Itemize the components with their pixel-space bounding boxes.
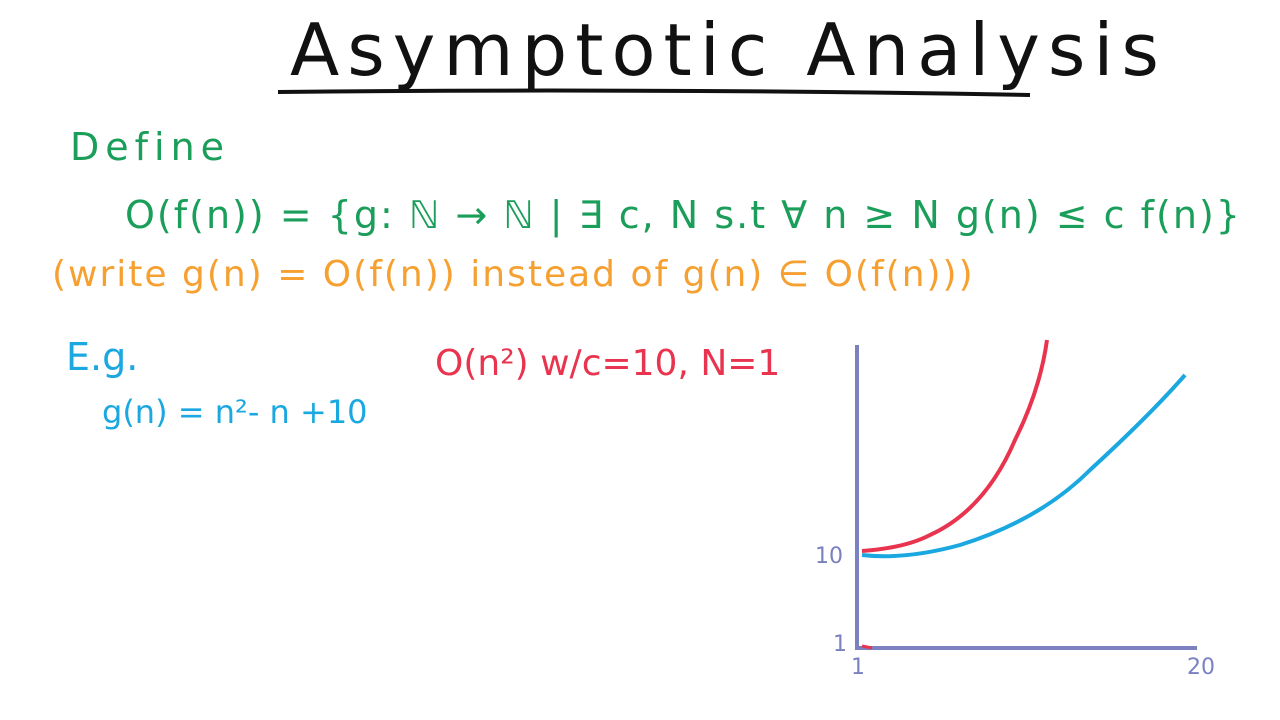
title: Asymptotic Analysis [290, 8, 1167, 92]
y-label: 1 [833, 632, 847, 657]
define-label: Define [70, 125, 231, 169]
x-label: 20 [1187, 655, 1215, 680]
blue-curve [861, 373, 1187, 559]
x-label: 1 [851, 655, 865, 680]
title-underline [277, 88, 1031, 97]
axes [855, 345, 1197, 650]
red-curve [861, 339, 1049, 553]
note: (write g(n) = O(f(n)) instead of g(n) ∈ … [52, 254, 975, 295]
example-claim: O(n²) w/c=10, N=1 [435, 343, 781, 384]
example-label: E.g. [66, 335, 139, 379]
red-tick [861, 644, 873, 650]
example-function: g(n) = n²- n +10 [102, 393, 368, 431]
formula: O(f(n)) = {g: ℕ → ℕ | ∃ c, N s.t ∀ n ≥ N… [125, 193, 1242, 237]
y-label: 10 [815, 544, 843, 569]
